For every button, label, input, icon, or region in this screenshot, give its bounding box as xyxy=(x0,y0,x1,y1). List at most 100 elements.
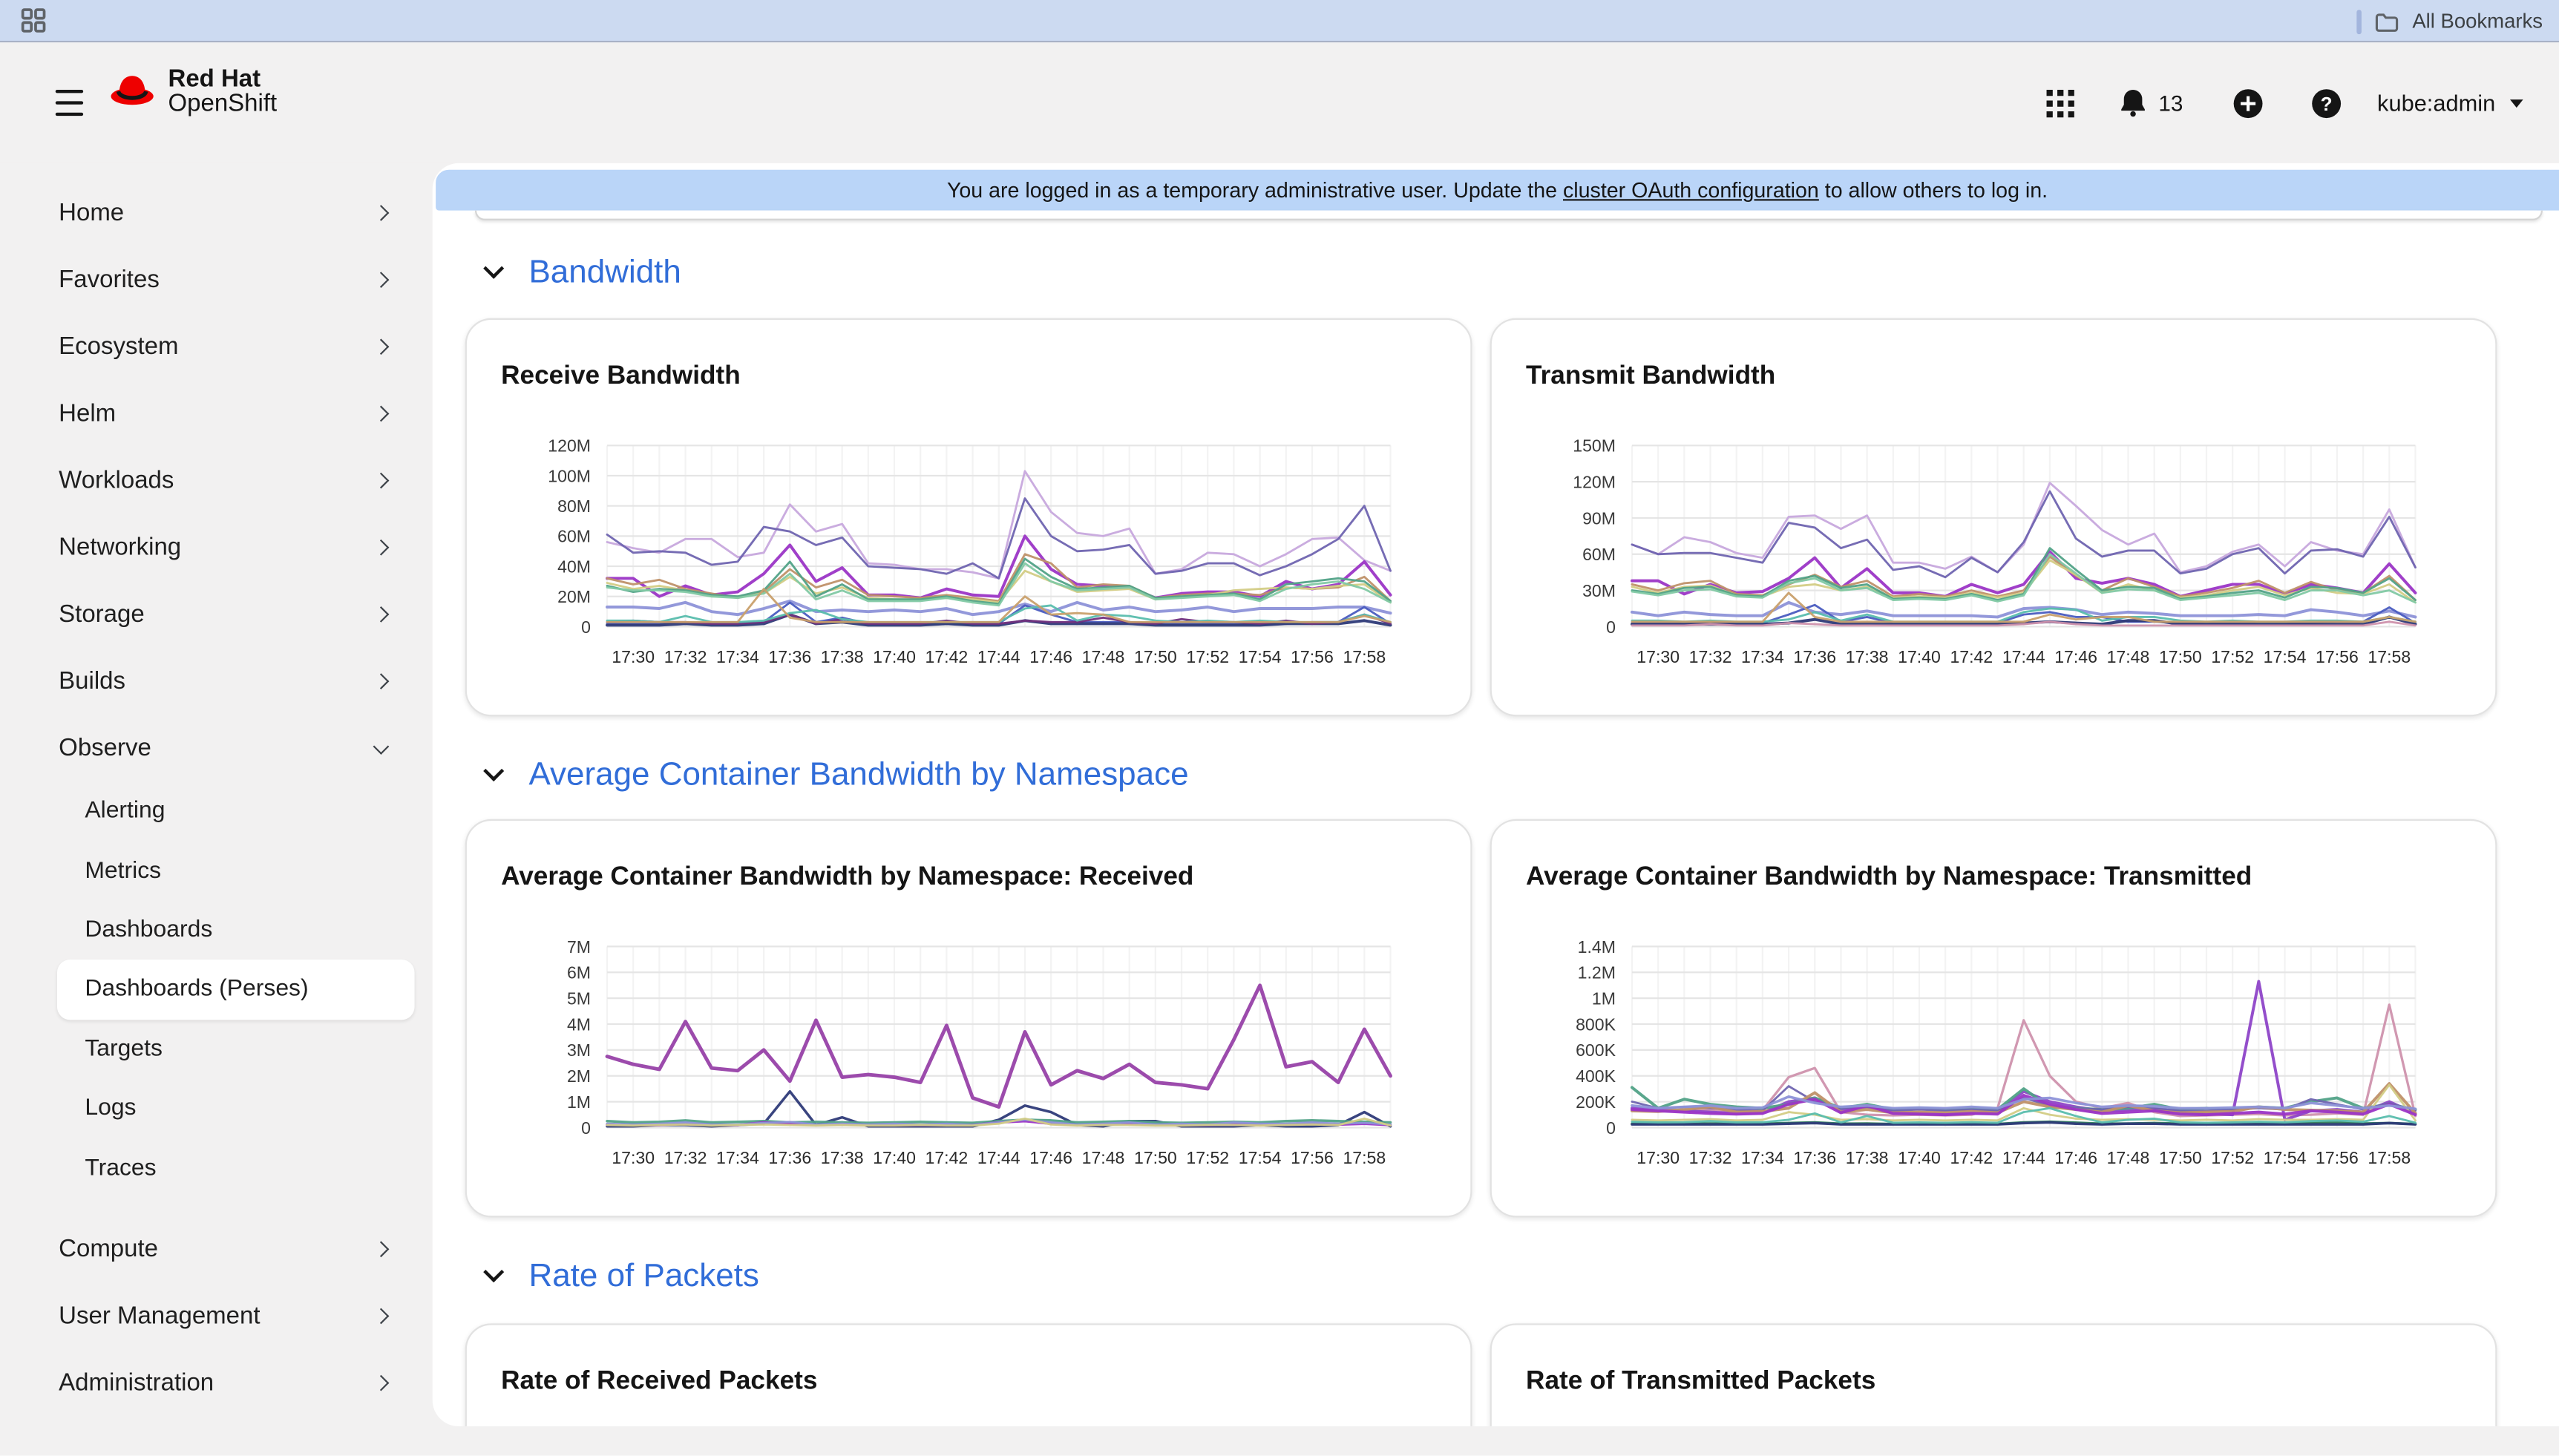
section-rate-of-packets: Rate of Packets xyxy=(433,1256,759,1296)
svg-text:17:38: 17:38 xyxy=(821,1148,864,1167)
svg-text:17:56: 17:56 xyxy=(1291,647,1334,666)
line-chart[interactable]: 0 1M 2M 3M 4M 5M 6M 7M 17:30 17:32 17:34 17:36 17:38… xyxy=(480,934,1443,1178)
sidebar-item-label: Ecosystem xyxy=(59,332,179,361)
sidebar-subitem-alerting[interactable]: Alerting xyxy=(85,798,166,824)
svg-text:30M: 30M xyxy=(1582,581,1616,600)
svg-text:40M: 40M xyxy=(557,557,591,576)
svg-text:17:46: 17:46 xyxy=(2054,1148,2097,1167)
sidebar-item-favorites[interactable]: Favorites xyxy=(0,246,433,313)
notifications-bell-icon[interactable] xyxy=(2117,88,2147,118)
svg-text:17:48: 17:48 xyxy=(2107,1148,2150,1167)
app-launcher-icon[interactable] xyxy=(2045,88,2074,117)
banner-text-after: to allow others to log in. xyxy=(1818,177,2048,203)
section-title[interactable]: Bandwidth xyxy=(528,253,681,290)
panel-rate-transmitted-packets: Rate of Transmitted Packets xyxy=(1490,1323,2497,1426)
svg-text:17:48: 17:48 xyxy=(2107,647,2150,666)
svg-text:17:34: 17:34 xyxy=(1741,1148,1784,1167)
sidebar-subitem-metrics[interactable]: Metrics xyxy=(85,857,162,884)
svg-text:17:46: 17:46 xyxy=(1029,1148,1072,1167)
svg-text:17:32: 17:32 xyxy=(1689,1148,1732,1167)
svg-text:0: 0 xyxy=(1606,617,1616,637)
tab-groups-icon[interactable] xyxy=(21,8,46,33)
svg-text:17:46: 17:46 xyxy=(2054,647,2097,666)
sidebar-item-helm[interactable]: Helm xyxy=(0,380,433,447)
panel-title: Average Container Bandwidth by Namespace… xyxy=(1526,863,2252,891)
svg-text:600K: 600K xyxy=(1576,1040,1616,1060)
sidebar-item-administration[interactable]: Administration xyxy=(0,1349,433,1416)
chevron-down-icon[interactable] xyxy=(483,761,505,782)
svg-text:17:50: 17:50 xyxy=(1134,647,1177,666)
panel-receive-bandwidth: Receive Bandwidth 0 20M 40M 60M 80M 100M 120M 1… xyxy=(465,318,1472,717)
sidebar-item-compute[interactable]: Compute xyxy=(0,1216,433,1282)
chevron-right-icon xyxy=(373,272,390,289)
brand-line1: Red Hat xyxy=(168,65,261,94)
chevron-right-icon xyxy=(373,472,390,489)
chevron-right-icon xyxy=(373,338,390,355)
user-menu[interactable]: kube:admin xyxy=(2377,89,2496,117)
chevron-down-icon[interactable] xyxy=(483,1262,505,1283)
sidebar-nav: Home Favorites Ecosystem Helm Workloads Netwo… xyxy=(0,163,433,1456)
sidebar-item-builds[interactable]: Builds xyxy=(0,648,433,715)
svg-text:120M: 120M xyxy=(548,436,591,456)
svg-text:17:52: 17:52 xyxy=(1186,647,1229,666)
section-title[interactable]: Average Container Bandwidth by Namespace xyxy=(528,756,1189,793)
sidebar-subitem-dashboards[interactable]: Dashboards xyxy=(85,916,213,943)
svg-text:17:48: 17:48 xyxy=(1082,647,1125,666)
sidebar-item-observe[interactable]: Observe xyxy=(0,715,433,781)
line-chart[interactable]: 0 200K 400K 600K 800K 1M 1.2M 1.4M 17:30 17:32 17:… xyxy=(1504,934,2467,1178)
svg-text:90M: 90M xyxy=(1582,508,1616,528)
sidebar-subitem-dashboards-perses[interactable]: Dashboards (Perses) xyxy=(56,960,415,1020)
svg-text:120M: 120M xyxy=(1573,472,1616,491)
svg-text:17:30: 17:30 xyxy=(1636,1148,1680,1167)
folder-icon xyxy=(2376,13,2399,31)
svg-text:0: 0 xyxy=(581,617,591,637)
svg-text:60M: 60M xyxy=(557,527,591,546)
chevron-right-icon xyxy=(373,539,390,556)
svg-text:0: 0 xyxy=(1606,1118,1616,1138)
svg-text:5M: 5M xyxy=(567,989,591,1009)
panel-title: Average Container Bandwidth by Namespace… xyxy=(501,863,1194,891)
help-icon[interactable]: ? xyxy=(2310,88,2342,119)
svg-text:1.2M: 1.2M xyxy=(1578,963,1616,983)
sidebar-item-label: Builds xyxy=(59,667,126,695)
sidebar-item-storage[interactable]: Storage xyxy=(0,581,433,648)
sidebar-item-workloads[interactable]: Workloads xyxy=(0,447,433,514)
line-chart[interactable]: 0 30M 60M 90M 120M 150M 17:30 17:32 17:34 17:36 17… xyxy=(1504,433,2467,678)
svg-text:17:44: 17:44 xyxy=(977,1148,1020,1167)
chevron-down-icon[interactable] xyxy=(483,258,505,279)
sidebar-subitem-traces[interactable]: Traces xyxy=(85,1154,157,1181)
bookmarks-bar-separator xyxy=(2356,9,2362,34)
svg-text:17:48: 17:48 xyxy=(1082,1148,1125,1167)
chevron-down-icon xyxy=(2510,99,2523,108)
svg-text:1.4M: 1.4M xyxy=(1578,937,1616,957)
sidebar-item-home[interactable]: Home xyxy=(0,180,433,246)
svg-text:17:42: 17:42 xyxy=(925,647,969,666)
svg-text:17:38: 17:38 xyxy=(821,647,864,666)
svg-text:17:44: 17:44 xyxy=(2002,1148,2045,1167)
svg-text:17:54: 17:54 xyxy=(2264,1148,2307,1167)
nav-toggle-button[interactable] xyxy=(55,89,84,117)
sidebar-item-user-management[interactable]: User Management xyxy=(0,1282,433,1349)
sidebar-item-ecosystem[interactable]: Ecosystem xyxy=(0,313,433,380)
cluster-oauth-configuration-link[interactable]: cluster OAuth configuration xyxy=(1563,177,1819,203)
svg-text:3M: 3M xyxy=(567,1040,591,1060)
sidebar-item-label: Home xyxy=(59,199,125,227)
svg-text:17:40: 17:40 xyxy=(873,647,916,666)
panel-title: Rate of Transmitted Packets xyxy=(1526,1367,1876,1396)
section-title[interactable]: Rate of Packets xyxy=(528,1257,759,1293)
sidebar-subitem-logs[interactable]: Logs xyxy=(85,1095,137,1122)
brand-logo[interactable]: Red Hat OpenShift xyxy=(108,67,277,116)
svg-text:17:58: 17:58 xyxy=(1343,647,1386,666)
svg-text:17:30: 17:30 xyxy=(612,647,655,666)
add-plus-icon[interactable] xyxy=(2232,88,2263,119)
all-bookmarks-button[interactable]: All Bookmarks xyxy=(2412,10,2543,33)
section-bandwidth: Bandwidth xyxy=(433,253,681,292)
chevron-right-icon xyxy=(373,1308,390,1324)
sidebar-item-label: Networking xyxy=(59,534,182,562)
bandwidth-cards-row: Receive Bandwidth 0 20M 40M 60M 80M 100M 120M 1… xyxy=(465,318,2499,717)
svg-text:400K: 400K xyxy=(1576,1066,1616,1086)
sidebar-subitem-targets[interactable]: Targets xyxy=(85,1035,163,1062)
svg-text:17:50: 17:50 xyxy=(1134,1148,1177,1167)
line-chart[interactable]: 0 20M 40M 60M 80M 100M 120M 17:30 17:32 17:34 17:3… xyxy=(480,433,1443,678)
sidebar-item-networking[interactable]: Networking xyxy=(0,514,433,581)
